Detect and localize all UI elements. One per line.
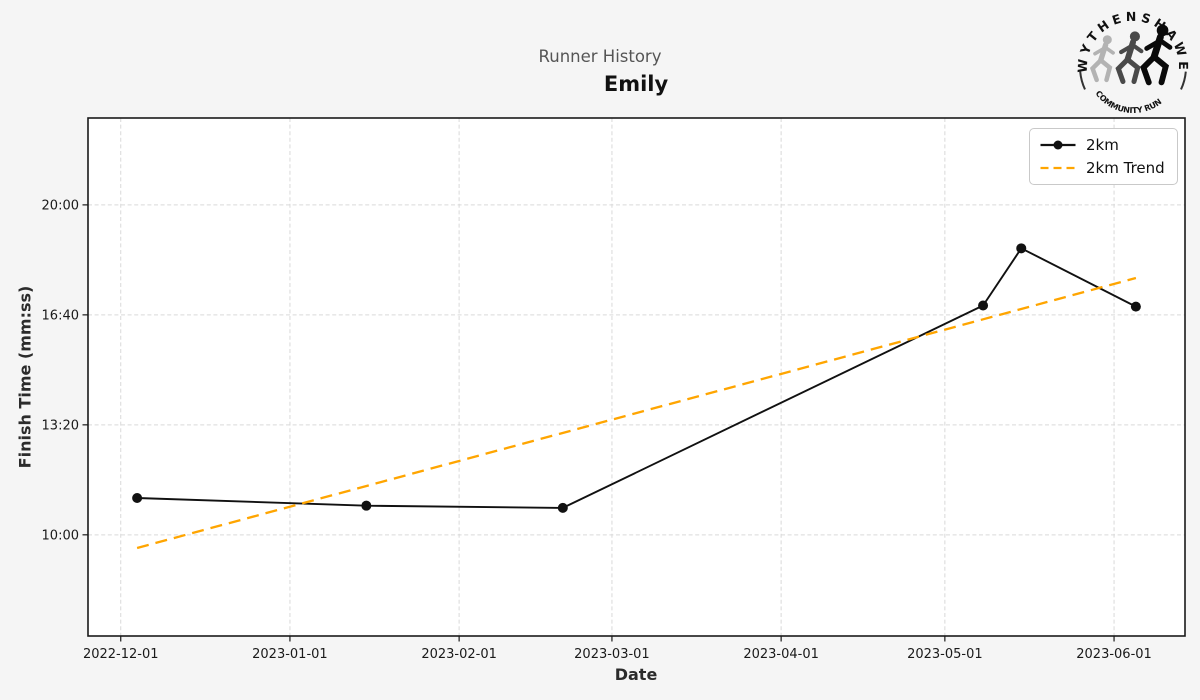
legend-line-marker-icon (1040, 140, 1076, 150)
legend-item-label: 2km Trend (1086, 158, 1165, 177)
data-point-marker (1016, 243, 1027, 254)
legend: 2km 2km Trend (1029, 128, 1178, 185)
x-tick-label: 2023-01-01 (252, 647, 328, 662)
logo-bottom-text: COMMUNITY RUN (1094, 89, 1164, 115)
x-tick-label: 2023-04-01 (743, 647, 819, 662)
x-tick-label: 2023-03-01 (574, 647, 650, 662)
axes-spines (87, 117, 1186, 637)
y-tick-label: 16:40 (42, 308, 79, 323)
x-tick-label: 2023-05-01 (907, 647, 983, 662)
plot-background (88, 118, 1185, 636)
data-point-marker (557, 502, 568, 513)
x-tick-label: 2022-12-01 (83, 647, 159, 662)
data-point-marker (361, 500, 372, 511)
y-axis-label: Finish Time (mm:ss) (15, 285, 35, 469)
svg-text:COMMUNITY RUN: COMMUNITY RUN (1094, 89, 1164, 115)
wythenshawe-community-run-logo: WYTHENSHAWE COMMUNITY RUN (1075, 9, 1188, 115)
x-tick-label: 2023-06-01 (1076, 647, 1152, 662)
series-line (137, 247, 1137, 509)
y-tick-label: 13:20 (42, 418, 79, 433)
legend-item: 2km Trend (1039, 159, 1168, 177)
data-point-marker (132, 492, 143, 503)
runner-silhouette-icon (1118, 31, 1141, 81)
x-axis-label: Date (614, 665, 658, 684)
runner-silhouette-icon (1143, 25, 1170, 83)
logo-left-arc (1079, 71, 1086, 90)
legend-dashed-line-icon (1040, 166, 1076, 169)
y-tick-label: 10:00 (42, 528, 79, 543)
logo-right-arc (1180, 71, 1187, 90)
chart-suptitle: Runner History (538, 47, 662, 66)
legend-item-label: 2km (1086, 136, 1119, 155)
trend-line (136, 276, 1137, 550)
runner-name-title: Emily (603, 72, 669, 96)
data-point-marker (1130, 301, 1141, 312)
legend-item: 2km (1039, 136, 1168, 154)
x-tick-label: 2023-02-01 (421, 647, 497, 662)
y-tick-label: 20:00 (42, 198, 79, 213)
data-point-marker (978, 300, 989, 311)
